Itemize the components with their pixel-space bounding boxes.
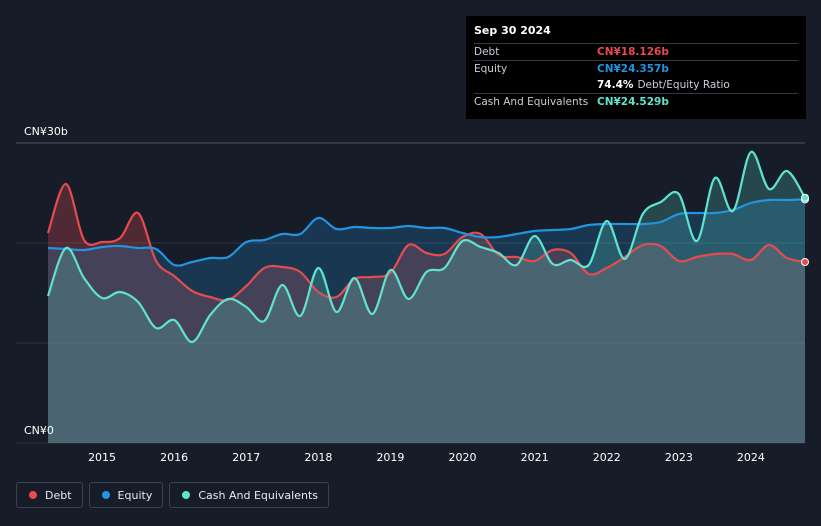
gridlines [16, 142, 805, 444]
chart-legend: Debt Equity Cash And Equivalents [16, 482, 329, 508]
x-tick-label-2024: 2024 [737, 451, 765, 464]
debt-end-marker [801, 258, 809, 266]
tooltip-ratio-label: Debt/Equity Ratio [637, 79, 730, 91]
cash-area [48, 151, 805, 443]
x-axis-tick-labels: 2015 2016 2017 2018 2019 2020 2021 2022 2023 2024 [88, 451, 765, 464]
x-tick-label-2017: 2017 [232, 451, 260, 464]
equity-area [48, 199, 805, 443]
legend-item-equity[interactable]: Equity [88, 482, 164, 508]
legend-item-debt[interactable]: Debt [16, 482, 83, 508]
cash-end-marker [801, 193, 809, 202]
x-tick-label-2019: 2019 [376, 451, 404, 464]
x-tick-label-2023: 2023 [665, 451, 693, 464]
x-tick-label-2015: 2015 [88, 451, 116, 464]
cash-line [46, 150, 806, 344]
legend-cash-swatch [182, 491, 191, 499]
tooltip-equity-value: CN¥24.357b [597, 63, 669, 75]
legend-debt-swatch [29, 491, 37, 499]
legend-equity-label: Equity [117, 488, 153, 502]
tooltip-row-ratio: 74.4% Debt/Equity Ratio [474, 77, 798, 93]
x-tick-label-2018: 2018 [304, 451, 332, 464]
tooltip-debt-value: CN¥18.126b [597, 46, 669, 58]
y-axis-min-label: CN¥0 [24, 424, 54, 437]
equity-line [47, 198, 806, 267]
tooltip-row-equity: Equity CN¥24.357b [474, 60, 798, 77]
end-markers [801, 193, 809, 266]
x-tick-label-2016: 2016 [160, 451, 188, 464]
data-tooltip: Sep 30 2024 Debt CN¥18.126b Equity CN¥24… [466, 16, 806, 119]
series-lines [46, 150, 806, 344]
x-tick-label-2021: 2021 [521, 451, 549, 464]
series-areas [48, 151, 805, 443]
legend-item-cash[interactable]: Cash And Equivalents [169, 482, 329, 508]
tooltip-row-cash: Cash And Equivalents CN¥24.529b [474, 93, 798, 110]
debt-area [48, 183, 805, 443]
legend-equity-swatch [101, 491, 110, 499]
x-tick-label-2022: 2022 [593, 451, 621, 464]
tooltip-debt-label: Debt [474, 46, 500, 58]
legend-cash-label: Cash And Equivalents [198, 488, 318, 502]
tooltip-date: Sep 30 2024 [474, 24, 551, 37]
tooltip-ratio-value: 74.4% [597, 79, 634, 91]
legend-debt-label: Debt [45, 488, 72, 502]
tooltip-equity-label: Equity [474, 63, 508, 75]
debt-line [46, 182, 806, 302]
y-axis-max-label: CN¥30b [24, 125, 68, 138]
tooltip-row-debt: Debt CN¥18.126b [474, 43, 798, 60]
tooltip-ratio-spacer [474, 77, 597, 93]
tooltip-cash-label: Cash And Equivalents [474, 96, 589, 108]
x-tick-label-2020: 2020 [449, 451, 477, 464]
tooltip-cash-value: CN¥24.529b [597, 96, 669, 108]
